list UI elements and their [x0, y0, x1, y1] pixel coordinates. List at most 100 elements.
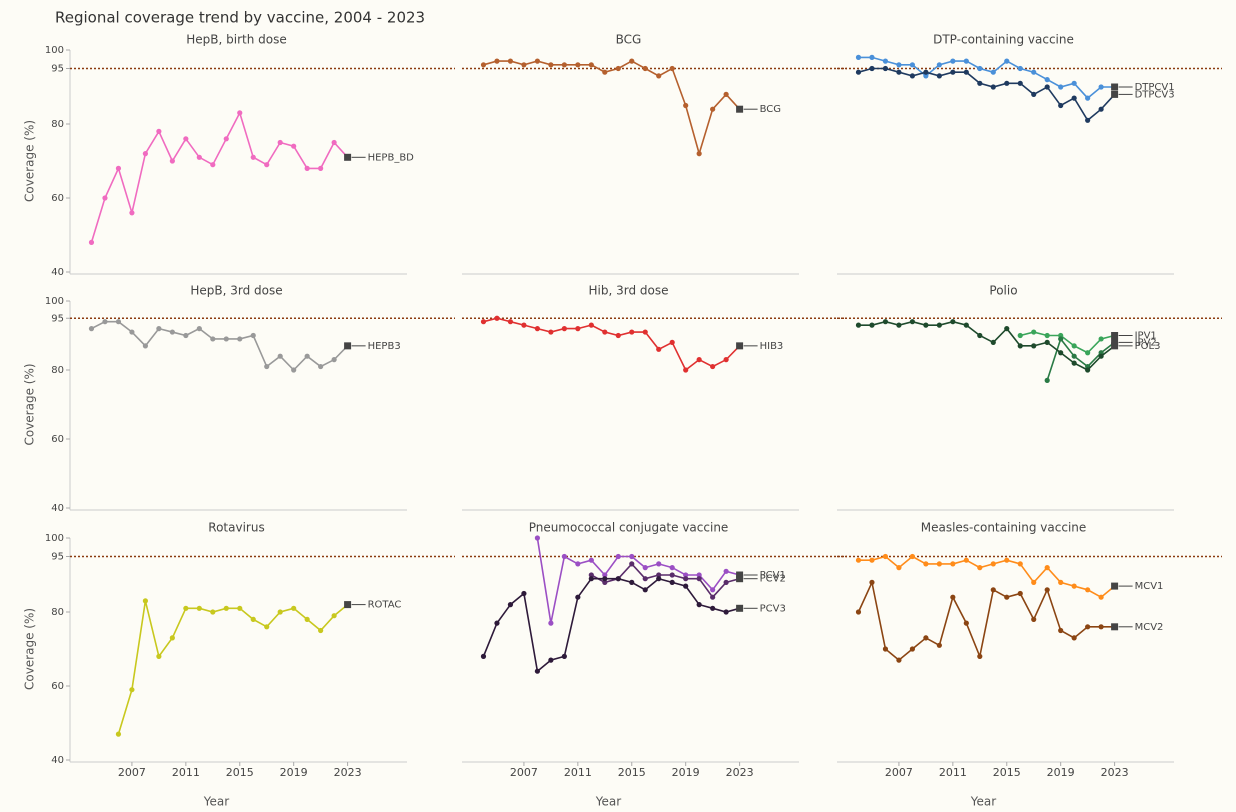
point [1071, 583, 1077, 589]
point [534, 326, 541, 332]
point [548, 620, 554, 626]
end-marker [736, 575, 744, 583]
point [882, 553, 889, 560]
point [507, 602, 514, 608]
point [923, 561, 929, 567]
point [963, 58, 969, 64]
point [963, 322, 969, 328]
point [629, 329, 635, 335]
end-marker [344, 601, 352, 609]
point [869, 65, 875, 72]
point [710, 106, 716, 112]
series-label: MCV2 [1135, 622, 1164, 633]
y-tick-label: 60 [51, 681, 64, 692]
point [277, 353, 283, 359]
point [1044, 565, 1050, 571]
point [629, 553, 635, 560]
point [169, 329, 175, 335]
point [710, 605, 716, 611]
point [869, 557, 875, 563]
point [494, 58, 500, 64]
end-marker [736, 342, 744, 350]
end-marker [736, 604, 744, 612]
point [923, 69, 929, 75]
point [318, 363, 324, 370]
point [494, 620, 500, 626]
point [548, 329, 554, 335]
point [237, 605, 243, 611]
point [1004, 326, 1010, 332]
point [318, 627, 324, 634]
point [1004, 594, 1010, 600]
end-marker [1111, 90, 1119, 98]
point [909, 73, 916, 79]
series-label: POL3 [1135, 341, 1161, 352]
x-axis-label: Year [970, 795, 996, 809]
point [129, 687, 135, 693]
y-tick-label: 40 [51, 755, 64, 766]
y-tick-label: 40 [51, 503, 64, 514]
point [615, 332, 621, 339]
panel-title: HepB, 3rd dose [190, 284, 282, 298]
panel-title: Rotavirus [208, 521, 264, 535]
point [669, 572, 675, 578]
point [923, 322, 929, 328]
end-marker [1111, 83, 1119, 91]
point [1098, 106, 1104, 112]
point [1004, 557, 1010, 563]
point [480, 62, 487, 68]
point [521, 590, 527, 597]
point [669, 65, 675, 72]
x-axis-label: Year [595, 795, 621, 809]
point [521, 62, 527, 68]
point [683, 576, 689, 582]
point [291, 367, 297, 373]
series-label: HIB3 [760, 341, 784, 352]
point [855, 609, 862, 615]
point [250, 332, 256, 339]
point [1098, 353, 1104, 359]
point [115, 319, 122, 325]
point [977, 65, 983, 72]
point [277, 139, 283, 146]
point [882, 646, 889, 652]
point [869, 322, 875, 328]
point [1031, 69, 1037, 75]
point [156, 653, 162, 660]
point [1017, 343, 1023, 349]
series-label: DTPCV1 [1135, 82, 1175, 93]
point [223, 605, 229, 611]
x-tick-label: 2019 [672, 766, 700, 779]
point [683, 102, 689, 109]
x-tick-label: 2023 [726, 766, 754, 779]
point [196, 154, 202, 160]
point [602, 329, 608, 335]
panel-title: Hib, 3rd dose [589, 284, 669, 298]
point [1071, 360, 1077, 366]
series-label: PCV2 [760, 574, 786, 585]
series-label: IPV2 [1135, 337, 1157, 348]
end-marker [1111, 342, 1119, 350]
point [1017, 590, 1023, 597]
y-tick-label: 95 [51, 313, 64, 324]
point [723, 609, 729, 615]
series-line [117, 600, 349, 735]
point [723, 579, 729, 586]
point [669, 579, 675, 586]
point [277, 609, 283, 615]
y-tick-label: 60 [51, 434, 64, 445]
point [575, 62, 581, 68]
point [1031, 579, 1037, 586]
point [855, 54, 862, 61]
panel-title: BCG [616, 33, 642, 47]
point [882, 58, 889, 64]
point [304, 616, 310, 623]
point [602, 69, 608, 75]
point [723, 357, 729, 363]
point [1071, 80, 1077, 86]
point [642, 587, 648, 593]
point [950, 319, 956, 325]
point [615, 65, 621, 72]
point [102, 195, 108, 201]
point [882, 65, 889, 72]
